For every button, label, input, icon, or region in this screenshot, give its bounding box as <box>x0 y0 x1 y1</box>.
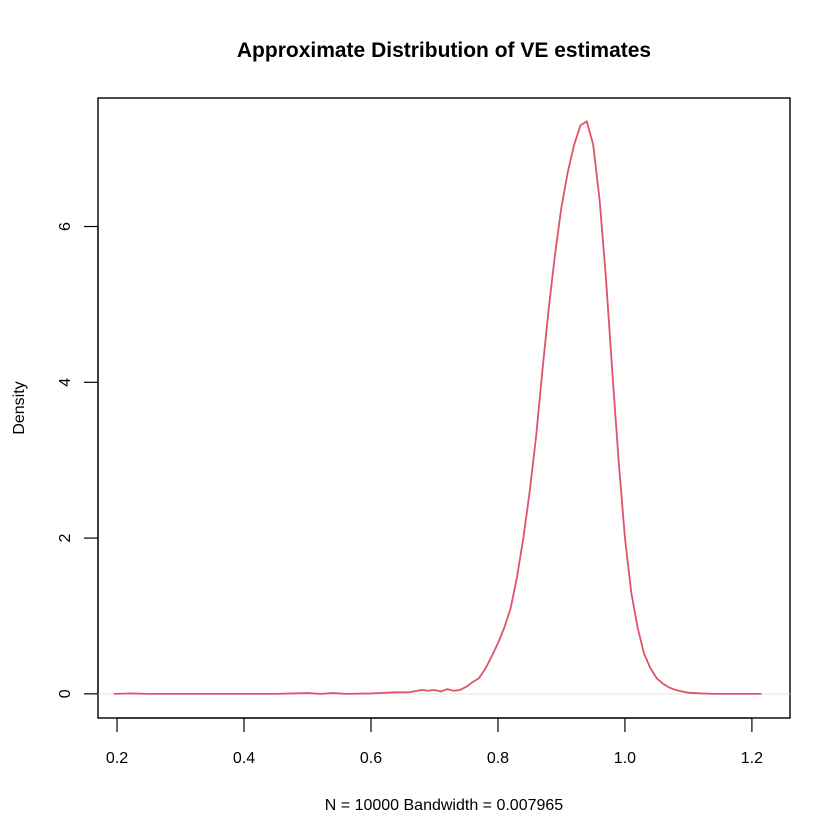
y-tick-label: 2 <box>57 534 74 543</box>
y-tick-label: 0 <box>57 689 74 698</box>
x-axis-label: N = 10000 Bandwidth = 0.007965 <box>325 797 564 814</box>
y-axis: 0 2 4 6 <box>57 222 99 698</box>
y-tick-label: 4 <box>57 378 74 387</box>
x-tick-label: 0.2 <box>106 750 128 767</box>
x-tick-label: 0.6 <box>360 750 382 767</box>
chart-title: Approximate Distribution of VE estimates <box>237 39 651 62</box>
x-tick-label: 0.8 <box>487 750 509 767</box>
x-axis: 0.2 0.4 0.6 0.8 1.0 1.2 <box>106 717 763 767</box>
x-tick-label: 1.0 <box>614 750 636 767</box>
density-curve <box>113 120 762 695</box>
x-tick-label: 0.4 <box>233 750 255 767</box>
x-tick-label: 1.2 <box>741 750 763 767</box>
y-axis-label: Density <box>11 381 28 434</box>
y-tick-label: 6 <box>57 222 74 231</box>
plot-frame <box>97 97 791 719</box>
